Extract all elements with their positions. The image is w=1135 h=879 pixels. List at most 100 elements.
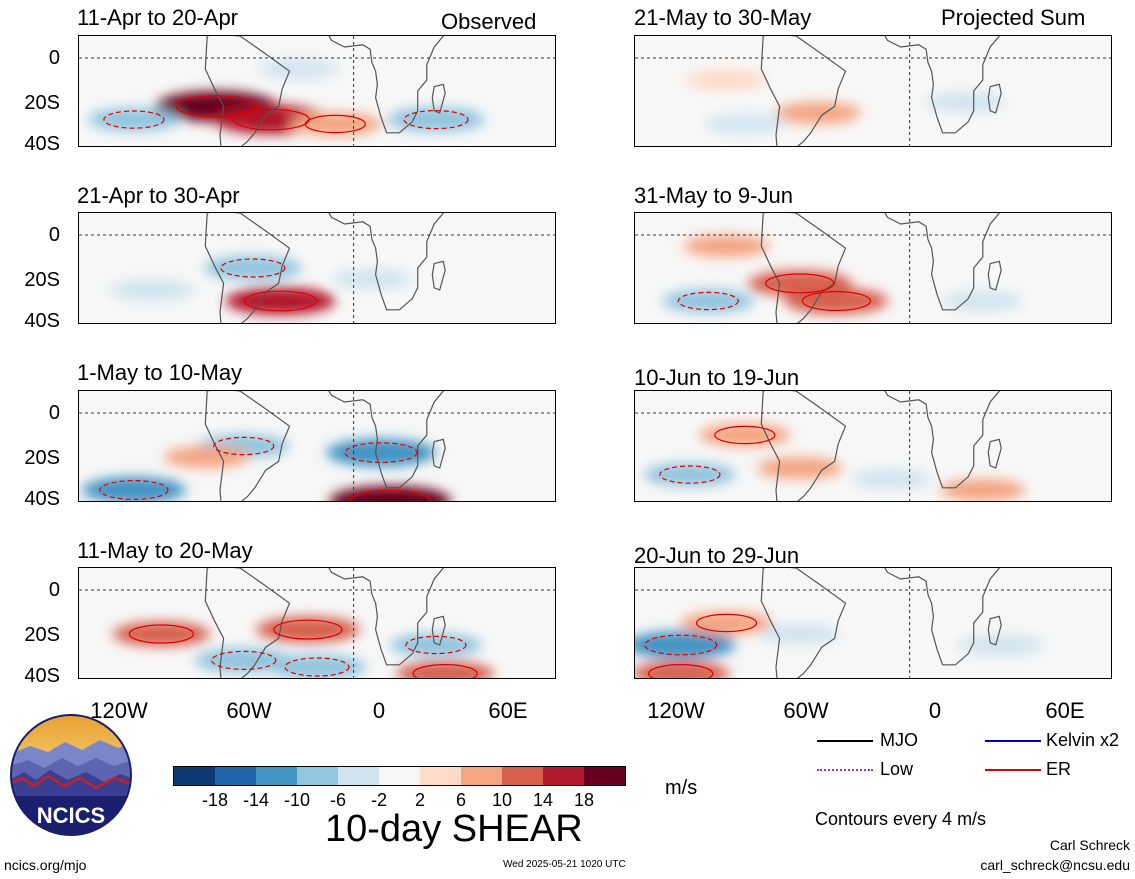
colorbar-tick-label: 14	[532, 790, 554, 810]
colorbar	[173, 766, 626, 786]
er-contour	[659, 465, 721, 484]
colorbar-swatch	[502, 767, 543, 785]
er-contour	[273, 619, 343, 640]
colorbar-swatch	[584, 767, 625, 785]
colorbar-swatch	[543, 767, 584, 785]
coastline	[884, 36, 1001, 134]
legend-label-er: ER	[1046, 759, 1072, 779]
site-link[interactable]: ncics.org/mjo	[4, 857, 87, 873]
panel-map	[79, 213, 555, 323]
y-tick-label: 40S	[24, 488, 60, 510]
x-tick-label: 120W	[90, 698, 148, 723]
er-contour	[220, 258, 286, 278]
coastline	[431, 615, 446, 646]
shear-anomaly	[268, 654, 366, 678]
author-email[interactable]: carl_schreck@ncsu.edu	[980, 857, 1130, 873]
chart-title: 10-day SHEAR	[325, 808, 583, 850]
panel-map	[635, 391, 1111, 501]
panel-title: 11-Apr to 20-Apr	[77, 5, 239, 30]
coastline	[328, 36, 445, 134]
y-tick-label: 0	[48, 579, 60, 601]
logo-text: NCICS	[37, 803, 105, 828]
shear-anomaly	[939, 478, 1026, 501]
er-contour	[99, 479, 169, 500]
author-name: Carl Schreck	[1049, 837, 1130, 853]
coastline	[328, 213, 445, 311]
shear-anomaly	[704, 113, 785, 135]
colorbar-tick-label: 2	[414, 790, 426, 810]
shear-anomaly	[109, 278, 196, 302]
coastline	[760, 213, 847, 323]
y-tick-label: 40S	[24, 133, 60, 155]
coastline	[760, 36, 847, 146]
colorbar-tick-label: -2	[370, 790, 388, 810]
y-tick-label: 20S	[24, 624, 60, 646]
colorbar-tick-label: 18	[573, 790, 595, 810]
shear-anomaly	[851, 468, 932, 490]
map-panel	[634, 212, 1112, 324]
coastline	[987, 83, 1002, 114]
er-contour	[403, 109, 469, 130]
y-tick-label: 0	[48, 47, 60, 69]
colorbar-tick-label: 10	[491, 790, 513, 810]
x-tick-label: 0	[372, 698, 386, 723]
er-contour	[284, 657, 350, 677]
y-tick-label: 0	[48, 224, 60, 246]
panel-map	[79, 36, 555, 146]
map-panel	[78, 212, 556, 324]
shear-anomaly	[924, 91, 1005, 113]
colorbar-swatch	[420, 767, 461, 785]
x-tick-label: 0	[928, 698, 942, 723]
y-tick-label: 40S	[24, 665, 60, 687]
er-contour	[405, 635, 467, 655]
projected-label: Projected Sum	[941, 5, 1086, 30]
colorbar-swatch	[256, 767, 297, 785]
shear-anomaly	[396, 661, 495, 678]
panel-map	[79, 568, 555, 678]
er-contour	[128, 624, 194, 644]
er-contour	[304, 114, 366, 134]
x-tick-label: 60W	[226, 698, 272, 723]
coastline	[204, 213, 291, 323]
colorbar-swatch	[379, 767, 420, 785]
units-label: m/s	[665, 777, 698, 799]
colorbar-swatch	[461, 767, 502, 785]
er-contour	[695, 613, 758, 633]
y-tick-label: 20S	[24, 447, 60, 469]
coastline	[204, 36, 291, 146]
y-tick-label: 20S	[24, 92, 60, 114]
shear-anomaly	[331, 268, 412, 290]
x-tick-label: 60W	[783, 698, 829, 723]
legend-label-mjo: MJO	[880, 730, 918, 750]
er-contour	[349, 489, 431, 501]
coastline	[987, 615, 1002, 646]
timestamp: Wed 2025-05-21 1020 UTC	[503, 859, 626, 870]
y-tick-label: 40S	[24, 310, 60, 332]
legend-swatch-kelvin	[985, 740, 1041, 742]
er-contour	[175, 95, 257, 118]
coastline	[884, 568, 1001, 666]
shear-anomaly	[756, 456, 843, 480]
contour-note: Contours every 4 m/s	[815, 809, 987, 829]
er-contour	[801, 290, 871, 311]
shear-anomaly	[958, 633, 1045, 657]
y-tick-label: 0	[48, 402, 60, 424]
map-panel	[634, 35, 1112, 147]
shear-anomaly	[258, 58, 339, 80]
shear-anomaly	[81, 476, 186, 501]
coastline	[328, 391, 445, 489]
coastline	[760, 568, 847, 678]
er-contour	[213, 436, 275, 456]
panel-map	[635, 568, 1111, 678]
coastline	[987, 260, 1002, 291]
map-panel	[78, 390, 556, 502]
er-contour	[648, 664, 714, 678]
shear-anomaly	[775, 101, 862, 125]
legend-swatch-er	[985, 769, 1041, 771]
er-contour	[644, 634, 718, 656]
ncics-logo: NCICS	[10, 714, 132, 836]
coastline	[431, 438, 446, 469]
x-tick-label: 60E	[488, 698, 528, 723]
er-contour	[243, 290, 317, 312]
colorbar-tick-label: -14	[242, 790, 270, 810]
